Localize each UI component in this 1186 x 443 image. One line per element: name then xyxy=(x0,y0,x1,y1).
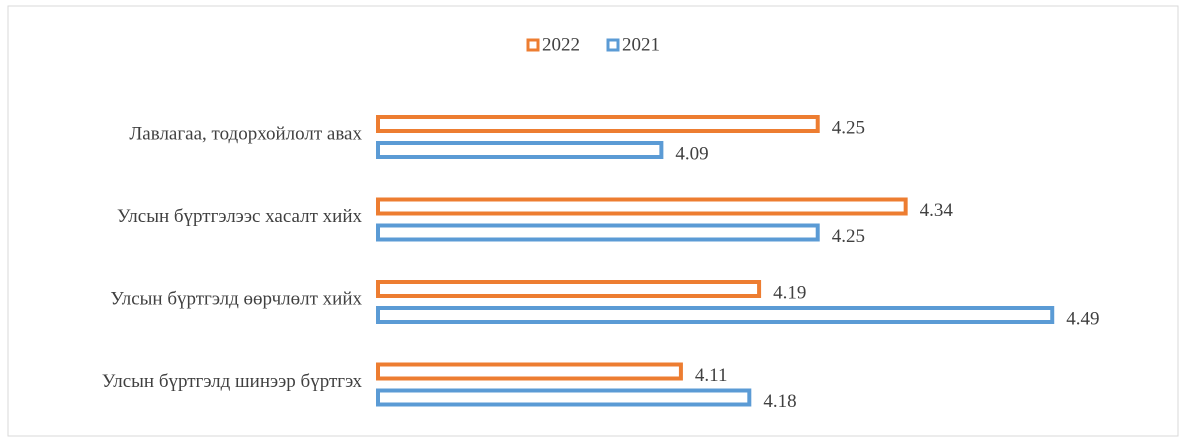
category-label: Улсын бүртгэлд шинээр бүртгэх xyxy=(102,371,363,392)
bar xyxy=(376,115,820,133)
value-label: 4.19 xyxy=(773,282,806,303)
value-label: 4.25 xyxy=(832,117,865,138)
category-label: Улсын бүртгэлээс хасалт хийх xyxy=(117,206,363,227)
value-label: 4.11 xyxy=(695,365,728,386)
value-label: 4.25 xyxy=(832,226,865,247)
bar xyxy=(376,306,1055,324)
bar xyxy=(376,280,762,298)
bar xyxy=(376,388,752,407)
legend-swatch xyxy=(606,38,620,52)
bar xyxy=(376,223,820,242)
value-label: 4.34 xyxy=(920,200,954,221)
legend-label: 2021 xyxy=(622,34,660,55)
value-label: 4.49 xyxy=(1066,308,1099,329)
value-label: 4.09 xyxy=(675,143,708,164)
bar xyxy=(376,141,664,159)
legend-swatch xyxy=(526,38,540,52)
legend-label: 2022 xyxy=(542,34,580,55)
category-label: Улсын бүртгэлд өөрчлөлт хийх xyxy=(110,288,362,309)
bar xyxy=(376,197,908,216)
value-label: 4.18 xyxy=(763,391,796,412)
category-label: Лавлагаа, тодорхойлолт авах xyxy=(129,123,362,144)
bar xyxy=(376,362,683,381)
